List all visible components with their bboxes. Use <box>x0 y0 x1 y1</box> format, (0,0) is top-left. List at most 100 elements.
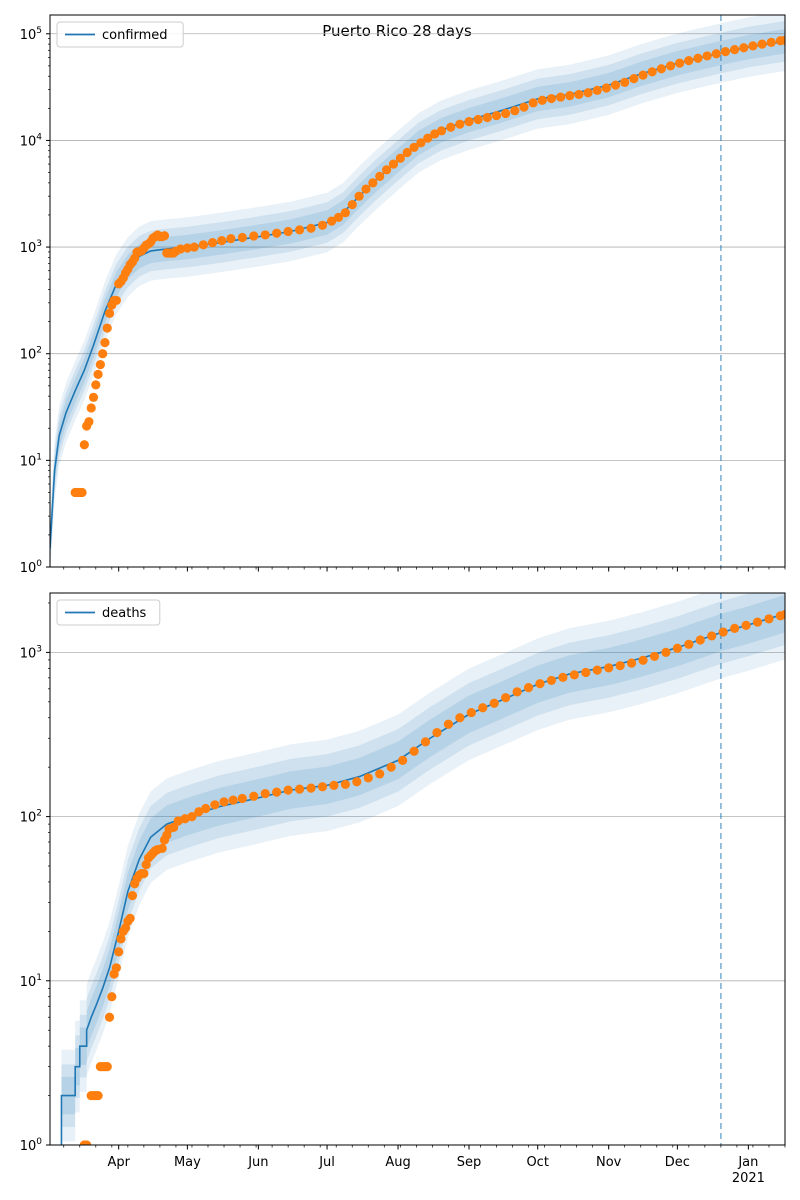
observed-point <box>272 228 282 238</box>
observed-point <box>182 243 192 253</box>
observed-point <box>249 231 259 241</box>
uncertainty-band <box>50 15 785 567</box>
observed-point <box>79 440 89 450</box>
observed-point <box>720 47 731 57</box>
axes-frame <box>49 592 786 1146</box>
observed-point <box>752 617 763 627</box>
observed-point <box>139 868 149 879</box>
axes-frame <box>49 14 786 568</box>
observed-point <box>93 369 103 379</box>
observed-point <box>381 165 392 175</box>
observed-point <box>702 51 712 61</box>
observed-point <box>260 789 270 799</box>
observed-point <box>528 98 538 108</box>
observed-point <box>317 220 328 230</box>
observed-point <box>409 142 419 153</box>
observed-point <box>592 665 602 675</box>
x-tick-label: Apr <box>107 1155 130 1170</box>
observed-point <box>638 655 648 665</box>
observed-point <box>116 934 126 944</box>
observed-point <box>111 295 122 306</box>
observed-point <box>237 793 247 804</box>
observed-point <box>436 126 447 136</box>
observed-point <box>114 947 124 957</box>
observed-point <box>510 106 520 116</box>
observed-point <box>375 171 385 181</box>
observed-point <box>249 791 259 801</box>
observed-point <box>748 41 758 51</box>
observed-point <box>217 235 227 246</box>
observed-point <box>491 110 502 121</box>
observed-point <box>707 631 717 641</box>
observed-point <box>741 620 751 631</box>
legend-box <box>56 599 161 626</box>
plot-area <box>50 15 785 567</box>
observed-point <box>104 308 115 318</box>
observed-point <box>766 37 776 48</box>
observed-point <box>665 61 676 71</box>
observed-point <box>228 795 238 805</box>
observed-point <box>473 114 483 125</box>
x-tick-label: Jun <box>247 1155 268 1170</box>
observed-point <box>361 184 371 194</box>
observed-point <box>237 232 247 243</box>
observed-point <box>620 77 630 88</box>
observed-point <box>88 392 99 402</box>
uncertainty-band <box>61 595 785 1145</box>
observed-point <box>91 380 101 390</box>
observed-point <box>464 117 474 127</box>
y-tick-label: 100 <box>20 559 43 576</box>
observed-point <box>512 687 522 697</box>
observed-point <box>102 323 112 333</box>
observed-point <box>519 102 529 112</box>
observed-point <box>283 226 293 237</box>
observed-point <box>482 112 492 123</box>
observed-point <box>194 807 204 817</box>
x-tick-label: Jul <box>318 1155 335 1170</box>
observed-point <box>100 338 110 348</box>
observed-point <box>764 614 774 624</box>
observed-point <box>672 643 682 653</box>
observed-point <box>294 225 305 235</box>
observed-point <box>107 992 117 1002</box>
legend-box <box>56 21 184 48</box>
observed-point <box>198 240 209 250</box>
observed-point <box>583 88 593 98</box>
observed-point <box>730 45 740 55</box>
observed-point <box>327 216 337 226</box>
confirmed-panel: 100 101 102 103 104 105 confirmed <box>20 14 786 576</box>
observed-point <box>175 244 186 254</box>
observed-point <box>684 639 694 649</box>
observed-point <box>546 675 557 686</box>
observed-point <box>592 85 602 95</box>
observed-point <box>127 891 138 901</box>
plot-area <box>60 593 785 1145</box>
observed-point <box>730 623 740 634</box>
observed-point <box>306 783 316 793</box>
legend-label: deaths <box>102 606 147 621</box>
y-tick-label: 104 <box>20 132 43 149</box>
observed-point <box>626 658 637 668</box>
observed-point <box>446 122 456 132</box>
observed-point <box>604 663 614 673</box>
observed-point <box>93 1090 103 1101</box>
observed-point <box>546 93 557 104</box>
observed-point <box>363 773 373 783</box>
y-tick-label: 105 <box>20 26 42 43</box>
x-tick-label: Nov <box>596 1155 622 1170</box>
observed-point <box>368 178 378 188</box>
observed-point <box>432 727 442 738</box>
y-tick-label: 103 <box>20 239 42 256</box>
deaths-panel: 100 101 102 103 Apr May Jun Jul Aug Sep Oct Nov Dec J… <box>20 592 786 1186</box>
observed-point <box>558 672 568 682</box>
observed-point <box>535 679 545 689</box>
observed-point <box>375 769 385 779</box>
observed-point <box>649 651 660 662</box>
observed-point <box>523 683 534 693</box>
observed-point <box>537 95 547 105</box>
observed-point <box>84 417 94 427</box>
observed-point <box>569 670 579 680</box>
x-tick-label: 2021 <box>732 1171 765 1186</box>
observed-point <box>347 200 357 210</box>
